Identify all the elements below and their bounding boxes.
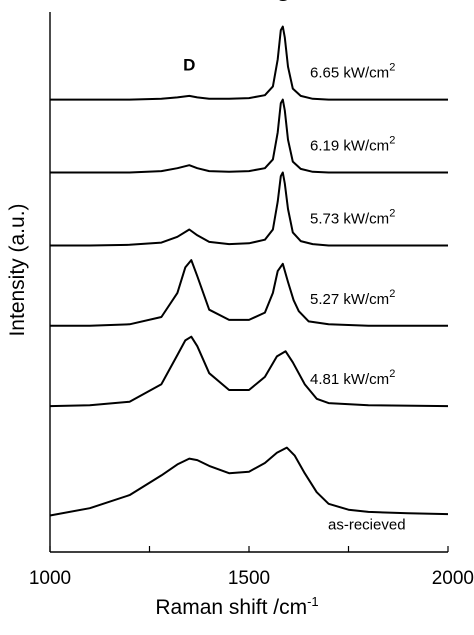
x-axis-title: Raman shift /cm-1 bbox=[155, 594, 318, 619]
series-label: 6.65 kW/cm2 bbox=[310, 62, 395, 82]
x-tick-label: 2000 bbox=[432, 568, 474, 589]
peak-label: G bbox=[276, 0, 289, 5]
series-label: 6.19 kW/cm2 bbox=[310, 135, 395, 155]
series-label: 5.73 kW/cm2 bbox=[310, 208, 395, 228]
plot-area bbox=[49, 25, 449, 517]
peak-labels: DG bbox=[183, 0, 289, 74]
x-tick-label: 1500 bbox=[228, 568, 270, 589]
series-label: 4.81 kW/cm2 bbox=[310, 368, 395, 388]
peak-label: D bbox=[183, 55, 195, 74]
series-labels: 6.65 kW/cm2 6.19 kW/cm2 5.73 kW/cm2 5.27 kW… bbox=[310, 62, 406, 534]
series-label: as-recieved bbox=[328, 517, 406, 534]
series-line bbox=[49, 335, 449, 408]
x-ticks bbox=[49, 546, 449, 552]
series-line bbox=[50, 25, 448, 101]
series-line bbox=[49, 446, 449, 517]
series-line bbox=[50, 259, 448, 327]
series-line bbox=[50, 98, 448, 174]
series-line bbox=[50, 171, 448, 247]
y-axis-title: Intensity (a.u.) bbox=[6, 203, 29, 336]
series-label: 5.27 kW/cm2 bbox=[310, 288, 395, 308]
x-tick-label: 1000 bbox=[29, 568, 71, 589]
x-tick-labels: 1000 1500 2000 bbox=[29, 568, 474, 589]
